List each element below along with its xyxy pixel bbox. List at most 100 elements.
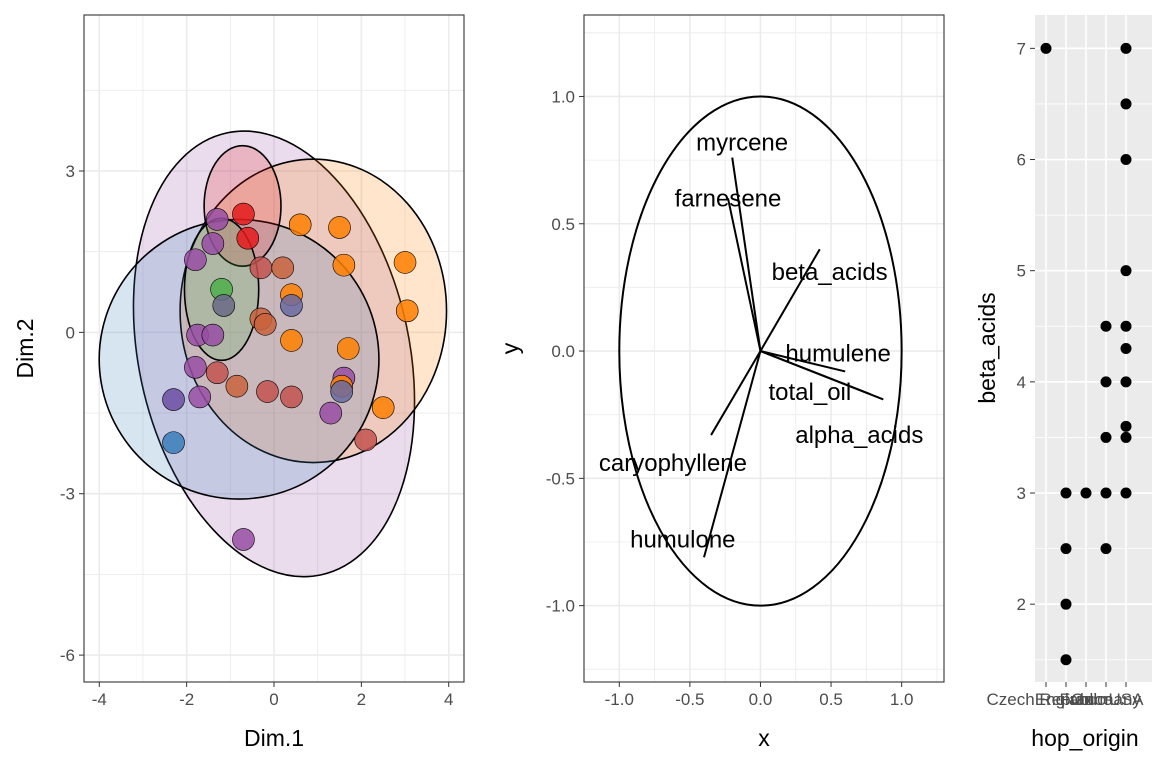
pca-variables-panel: myrcene farnesene beta_acids humulene total_… <box>497 14 945 751</box>
y-axis-title: beta_acids <box>974 292 1000 403</box>
vector-label-myrcene: myrcene <box>696 129 788 156</box>
vector-label-farnesene: farnesene <box>675 185 782 212</box>
panel-background <box>1035 15 1152 682</box>
x-tick-label: 0.5 <box>819 690 843 709</box>
vector-label-humulone: humulone <box>630 526 735 553</box>
data-point-29 <box>256 380 279 403</box>
y-tick-label: 0.5 <box>551 215 575 234</box>
vector-label-beta_acids: beta_acids <box>772 259 888 286</box>
data-point-15 <box>280 294 303 317</box>
data-point-8 <box>1100 376 1112 388</box>
x-tick-label: USA <box>1109 690 1145 709</box>
data-point-2 <box>232 202 255 226</box>
vector-label-alpha_acids: alpha_acids <box>795 422 923 449</box>
data-point-23 <box>184 356 207 379</box>
data-point-2 <box>1060 487 1072 499</box>
x-tick-label: -1.0 <box>605 690 634 709</box>
y-tick-label: 3 <box>1017 484 1026 503</box>
y-tick-label: 0.0 <box>551 342 575 361</box>
data-point-36 <box>162 431 185 454</box>
x-tick-label: 4 <box>444 690 453 709</box>
x-tick-label: France <box>1060 690 1113 709</box>
data-point-17 <box>1120 343 1132 354</box>
data-point-4 <box>1060 598 1072 610</box>
data-point-16 <box>1120 320 1132 332</box>
data-point-33 <box>371 396 395 419</box>
panel-border <box>583 14 945 683</box>
data-point-3 <box>288 213 312 237</box>
x-tick-label: 0 <box>269 690 278 709</box>
data-point-37 <box>232 528 255 551</box>
y-tick-label: -0.5 <box>546 469 575 488</box>
y-axis-title: Dim.2 <box>12 318 38 378</box>
data-point-1 <box>205 208 229 231</box>
y-tick-label: 3 <box>66 162 75 181</box>
data-point-4 <box>328 216 351 239</box>
x-tick-label: 0.0 <box>749 690 773 709</box>
vector-caryophyllene <box>710 350 762 436</box>
plot-area <box>1040 42 1132 666</box>
vector-myrcene <box>731 157 762 352</box>
data-point-24 <box>205 361 229 385</box>
data-point-1 <box>1040 42 1052 54</box>
data-point-7 <box>184 248 207 272</box>
data-point-3 <box>1060 543 1072 555</box>
x-tick-label: -4 <box>92 690 107 709</box>
y-tick-label: 4 <box>1017 373 1026 392</box>
confidence-ellipse-3 <box>98 218 380 500</box>
data-point-18 <box>1120 376 1132 388</box>
correlation-circle <box>618 95 903 607</box>
data-point-13 <box>1120 98 1132 110</box>
data-point-21 <box>1120 487 1132 499</box>
x-tick-label: -2 <box>179 690 194 709</box>
y-tick-label: -3 <box>60 485 75 504</box>
plot-area: myrcene farnesene beta_acids humulene total_… <box>599 95 923 607</box>
data-point-32 <box>162 388 185 411</box>
x-axis-title: hop_origin <box>1031 725 1138 751</box>
vector-label-caryophyllene: caryophyllene <box>599 450 747 477</box>
data-point-9 <box>1100 431 1112 443</box>
x-axis-title: x <box>758 725 770 751</box>
x-tick-label: Germany <box>1071 690 1141 709</box>
data-point-19 <box>1120 420 1132 432</box>
data-point-11 <box>393 251 417 274</box>
data-point-35 <box>354 428 378 452</box>
data-point-9 <box>271 256 295 280</box>
y-tick-label: -6 <box>60 646 75 665</box>
data-point-5 <box>1060 654 1072 666</box>
y-tick-label: 6 <box>1017 151 1026 170</box>
x-tick-label: 1.0 <box>890 690 914 709</box>
data-point-30 <box>188 385 212 409</box>
vector-beta_acids <box>759 248 821 352</box>
vector-label-total_oil: total_oil <box>769 379 852 406</box>
data-point-21 <box>280 329 303 352</box>
data-point-34 <box>319 401 343 425</box>
data-point-18 <box>253 312 277 336</box>
vector-humulene <box>760 350 846 373</box>
data-point-12 <box>1120 42 1132 54</box>
vector-humulone <box>703 350 762 558</box>
data-point-20 <box>1120 431 1132 443</box>
data-point-20 <box>201 323 225 347</box>
vector-label-humulene: humulene <box>785 341 890 368</box>
data-point-28 <box>330 380 354 403</box>
y-tick-label: 7 <box>1017 39 1026 58</box>
data-point-22 <box>336 337 360 360</box>
data-point-26 <box>225 374 249 398</box>
x-tick-label: 2 <box>357 690 366 709</box>
data-point-5 <box>236 226 260 250</box>
plot-area <box>98 130 448 578</box>
data-point-16 <box>395 299 419 323</box>
y-tick-label: 1.0 <box>551 87 575 106</box>
data-point-6 <box>201 232 225 255</box>
x-tick-label: -0.5 <box>675 690 704 709</box>
data-point-15 <box>1120 265 1132 277</box>
x-tick-label: England <box>1035 690 1097 709</box>
data-point-14 <box>1120 154 1132 166</box>
x-axis-title: Dim.1 <box>244 725 304 751</box>
data-point-31 <box>280 385 303 409</box>
pca-individuals-panel: -4 -2 0 2 4 -6 -3 0 3 Dim.1 Dim.2 <box>12 14 465 751</box>
data-point-10 <box>332 253 356 277</box>
y-axis-title: y <box>497 342 523 354</box>
